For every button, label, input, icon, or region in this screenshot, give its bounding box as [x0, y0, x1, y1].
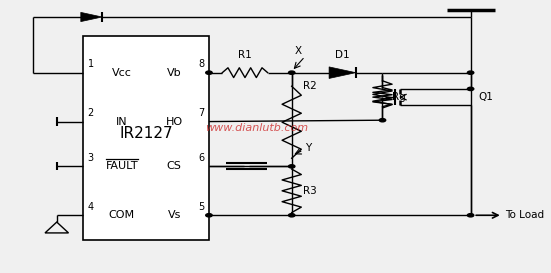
Text: IR2127: IR2127: [120, 126, 173, 141]
Text: 5: 5: [198, 202, 204, 212]
Circle shape: [206, 71, 212, 74]
Text: 7: 7: [198, 108, 204, 118]
Text: Vb: Vb: [167, 68, 181, 78]
Circle shape: [467, 71, 474, 74]
Text: HO: HO: [166, 117, 183, 127]
Text: CS: CS: [167, 161, 182, 171]
Circle shape: [289, 165, 295, 168]
Text: Q1: Q1: [479, 92, 494, 102]
Text: COM: COM: [109, 210, 135, 220]
Circle shape: [289, 214, 295, 217]
Text: R2: R2: [304, 81, 317, 91]
Text: R3: R3: [304, 186, 317, 196]
Circle shape: [206, 214, 212, 217]
Polygon shape: [329, 67, 356, 78]
Text: D1: D1: [335, 51, 350, 60]
Circle shape: [467, 214, 474, 217]
Text: 8: 8: [198, 60, 204, 69]
Bar: [83, 36, 209, 240]
Text: Vcc: Vcc: [112, 68, 132, 78]
Text: www.dianlutb.com: www.dianlutb.com: [206, 123, 309, 133]
Circle shape: [467, 87, 474, 91]
Text: Vs: Vs: [168, 210, 181, 220]
Circle shape: [379, 118, 386, 122]
Text: 4: 4: [88, 202, 94, 212]
Text: 1: 1: [88, 60, 94, 69]
Text: FAULT: FAULT: [106, 161, 138, 171]
Text: 3: 3: [88, 153, 94, 163]
Text: Y: Y: [305, 143, 311, 153]
Circle shape: [289, 71, 295, 74]
Text: To Load: To Load: [505, 210, 544, 220]
Text: IN: IN: [116, 117, 128, 127]
Polygon shape: [81, 12, 102, 22]
Text: Rg: Rg: [392, 92, 406, 102]
Text: R1: R1: [238, 51, 252, 60]
Text: 2: 2: [88, 108, 94, 118]
Text: X: X: [294, 46, 301, 57]
Text: 6: 6: [198, 153, 204, 163]
